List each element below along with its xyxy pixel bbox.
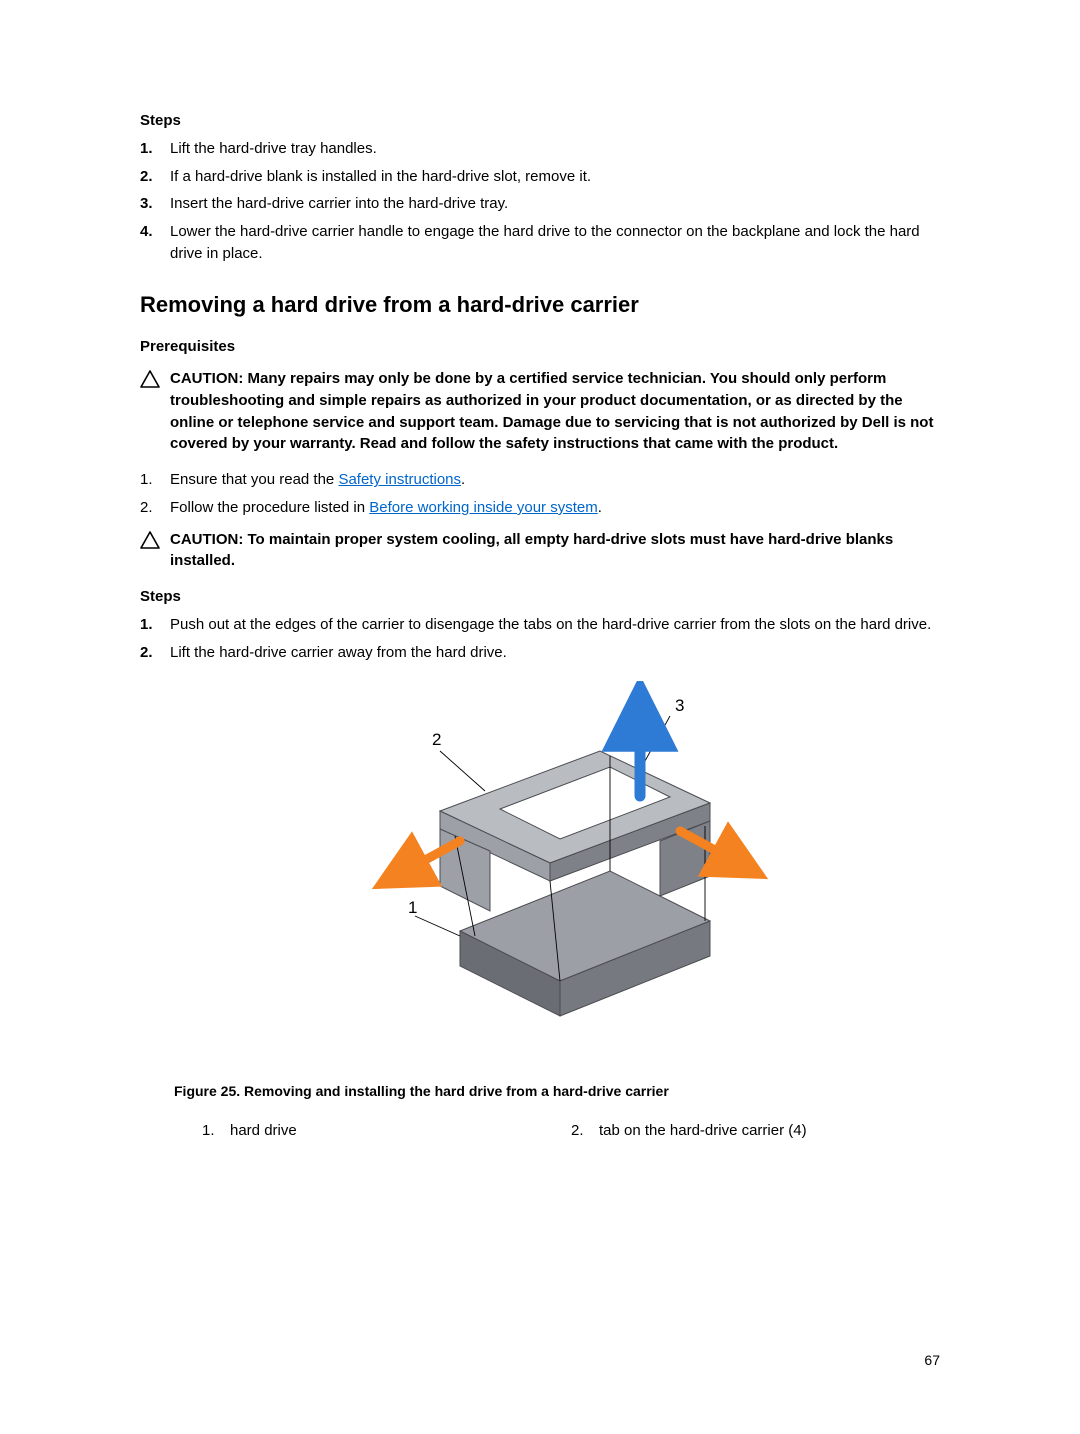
- svg-text:1: 1: [408, 898, 417, 917]
- figure-25: 1 2 3: [140, 681, 940, 1051]
- caution-text: CAUTION: Many repairs may only be done b…: [170, 368, 940, 455]
- prereq-text: Ensure that you read the Safety instruct…: [170, 469, 940, 491]
- prereq-text-pre: Ensure that you read the: [170, 471, 338, 488]
- svg-text:2: 2: [432, 730, 441, 749]
- svg-text:3: 3: [675, 696, 684, 715]
- step-num: 4.: [140, 221, 170, 265]
- step-text: Lower the hard-drive carrier handle to e…: [170, 221, 940, 265]
- figure-caption: Figure 25. Removing and installing the h…: [174, 1081, 940, 1101]
- step-num: 1.: [140, 138, 170, 160]
- steps-list-2: 1.Push out at the edges of the carrier t…: [140, 614, 940, 664]
- prereq-text: Follow the procedure listed in Before wo…: [170, 497, 940, 519]
- legend-num: 1.: [202, 1120, 230, 1142]
- caution-icon: [140, 368, 170, 455]
- prereq-num: 1.: [140, 469, 170, 491]
- legend-text: hard drive: [230, 1120, 297, 1142]
- caution-text: CAUTION: To maintain proper system cooli…: [170, 529, 940, 573]
- steps-label-1: Steps: [140, 110, 940, 132]
- prereq-list: 1. Ensure that you read the Safety instr…: [140, 469, 940, 519]
- step-text: Insert the hard-drive carrier into the h…: [170, 193, 940, 215]
- prereq-text-post: .: [598, 499, 602, 516]
- legend-num: 2.: [571, 1120, 599, 1142]
- step-text: Push out at the edges of the carrier to …: [170, 614, 940, 636]
- before-working-link[interactable]: Before working inside your system: [369, 499, 597, 516]
- page-number: 67: [924, 1350, 940, 1370]
- prereq-num: 2.: [140, 497, 170, 519]
- step-num: 2.: [140, 642, 170, 664]
- figure-svg: 1 2 3: [310, 681, 770, 1051]
- step-num: 2.: [140, 166, 170, 188]
- prereq-text-pre: Follow the procedure listed in: [170, 499, 369, 516]
- caution-block-1: CAUTION: Many repairs may only be done b…: [140, 368, 940, 455]
- legend-text: tab on the hard-drive carrier (4): [599, 1120, 807, 1142]
- section-heading: Removing a hard drive from a hard-drive …: [140, 289, 940, 321]
- step-num: 3.: [140, 193, 170, 215]
- steps-label-2: Steps: [140, 586, 940, 608]
- figure-legend: 1. hard drive 2. tab on the hard-drive c…: [202, 1120, 940, 1142]
- caution-block-2: CAUTION: To maintain proper system cooli…: [140, 529, 940, 573]
- caution-icon: [140, 529, 170, 573]
- prerequisites-label: Prerequisites: [140, 336, 940, 358]
- step-text: Lift the hard-drive carrier away from th…: [170, 642, 940, 664]
- safety-instructions-link[interactable]: Safety instructions: [338, 471, 461, 488]
- prereq-text-post: .: [461, 471, 465, 488]
- step-num: 1.: [140, 614, 170, 636]
- step-text: Lift the hard-drive tray handles.: [170, 138, 940, 160]
- step-text: If a hard-drive blank is installed in th…: [170, 166, 940, 188]
- steps-list-1: 1.Lift the hard-drive tray handles. 2.If…: [140, 138, 940, 265]
